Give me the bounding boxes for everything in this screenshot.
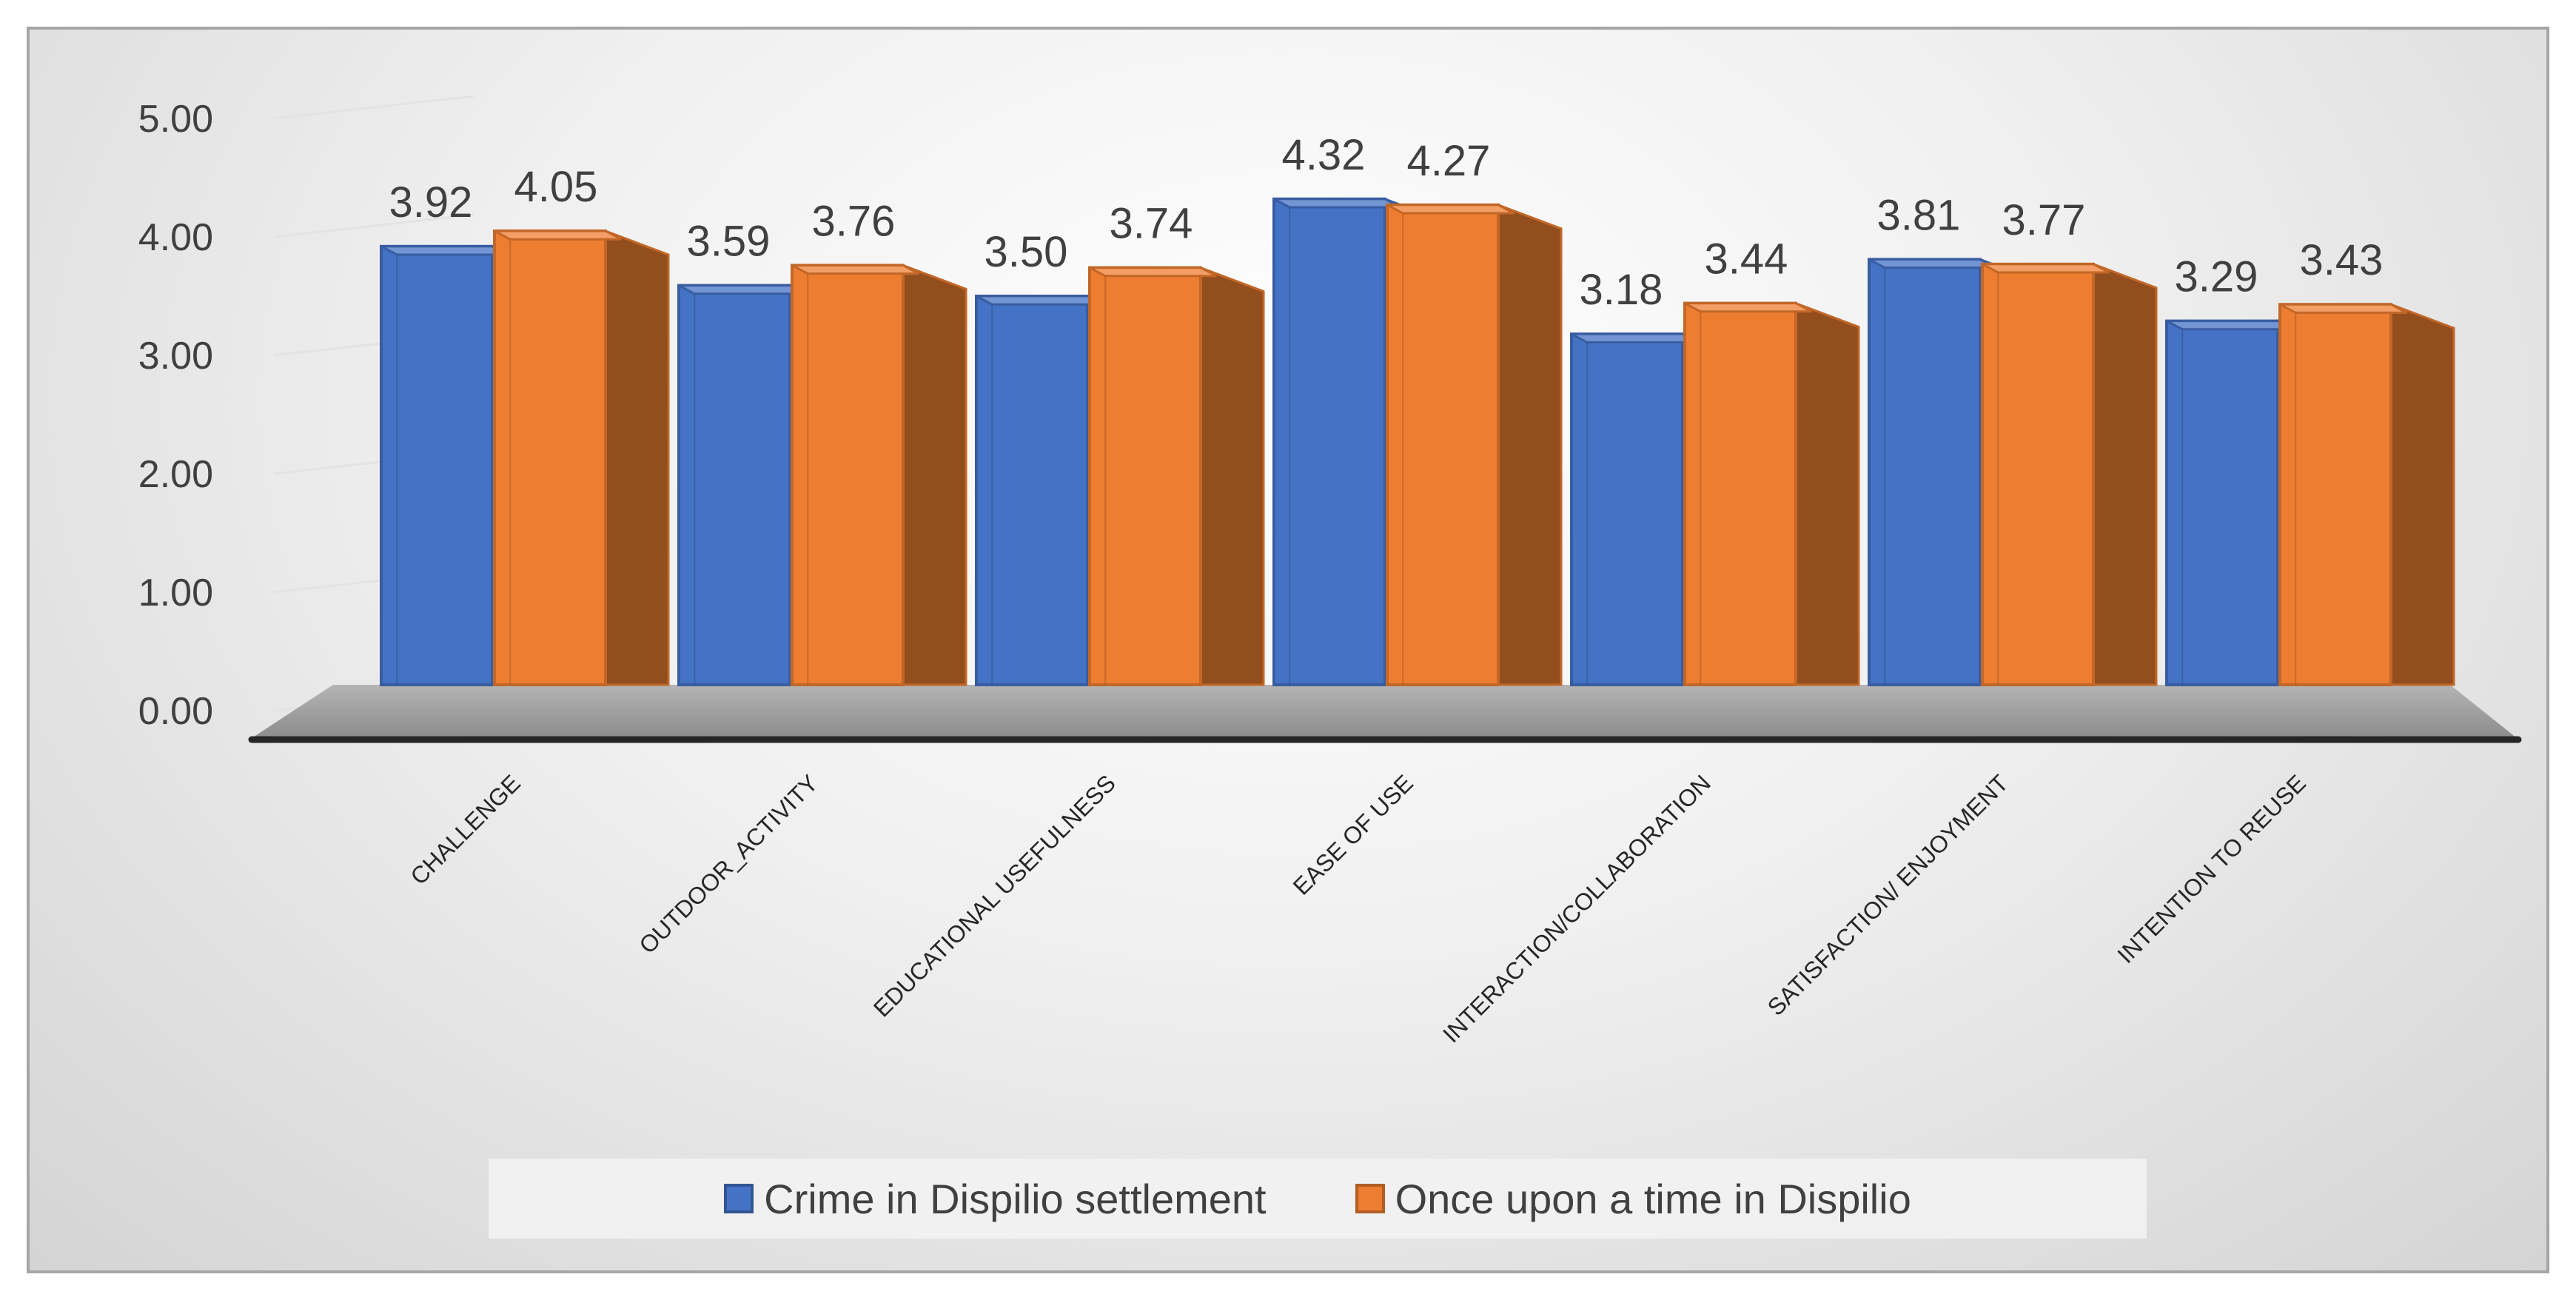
chart-plot: 0.00 1.00 2.00 3.00 4.00 5.00 3.92 4.05 CHALLEN…	[138, 95, 2522, 1048]
category-label-5: SATISFACTION/ ENJOYMENT	[1762, 769, 2013, 1020]
data-label-crime-5: 3.81	[1877, 191, 1961, 239]
chart-frame: 0.00 1.00 2.00 3.00 4.00 5.00 3.92 4.05 CHALLEN…	[27, 27, 2549, 1273]
data-label-once-upon-0: 4.05	[514, 163, 598, 211]
category-label-6: INTENTION TO REUSE	[2112, 769, 2311, 968]
y-tick-label-3: 3.00	[138, 335, 213, 378]
category-label-2: EDUCATIONAL USEFULNESS	[868, 769, 1121, 1022]
y-tick-label-2: 2.00	[138, 453, 213, 496]
data-label-once-upon-4: 3.44	[1705, 235, 1788, 284]
legend-item-crime: Crime in Dispilio settlement	[724, 1175, 1267, 1223]
data-label-once-upon-3: 4.27	[1407, 137, 1491, 185]
category-label-0: CHALLENGE	[405, 769, 526, 890]
data-label-crime-4: 3.18	[1580, 266, 1663, 314]
data-label-crime-0: 3.92	[389, 178, 473, 227]
data-label-crime-1: 3.59	[687, 218, 771, 266]
data-label-crime-3: 4.32	[1282, 131, 1366, 179]
y-tick-label-4: 4.00	[138, 216, 213, 259]
data-label-crime-2: 3.50	[985, 228, 1068, 276]
y-tick-label-5: 5.00	[138, 98, 213, 141]
bar-once-upon-6	[2278, 303, 2455, 686]
data-label-once-upon-2: 3.74	[1110, 200, 1193, 248]
legend-label-crime: Crime in Dispilio settlement	[764, 1175, 1267, 1222]
category-label-4: INTERACTION/COLLABORATION	[1438, 769, 1716, 1048]
legend-swatch-crime	[724, 1184, 754, 1213]
legend-item-once-upon: Once upon a time in Dispilio	[1355, 1175, 1911, 1223]
data-label-once-upon-5: 3.77	[2002, 196, 2086, 244]
bar-once-upon-4	[1683, 301, 1860, 687]
category-label-3: EASE OF USE	[1288, 769, 1418, 899]
y-tick-label-0: 0.00	[138, 690, 213, 733]
data-label-once-upon-6: 3.43	[2300, 236, 2384, 284]
bar-once-upon-1	[791, 264, 967, 686]
category-label-1: OUTDOOR_ACTIVITY	[634, 769, 823, 959]
bar-once-upon-3	[1386, 203, 1563, 687]
gridline-5	[273, 95, 474, 120]
legend-label-once-upon: Once upon a time in Dispilio	[1395, 1175, 1911, 1222]
legend-swatch-once-upon	[1355, 1184, 1385, 1213]
data-label-once-upon-1: 3.76	[812, 197, 896, 245]
gridline-4	[273, 213, 474, 238]
bar-once-upon-0	[493, 229, 670, 686]
bar-once-upon-5	[1981, 262, 2158, 686]
bar-once-upon-2	[1088, 266, 1265, 687]
legend: Crime in Dispilio settlement Once upon a…	[489, 1159, 2147, 1239]
chart-floor	[252, 685, 2517, 738]
y-tick-label-1: 1.00	[138, 572, 213, 614]
data-label-crime-6: 3.29	[2175, 253, 2258, 301]
